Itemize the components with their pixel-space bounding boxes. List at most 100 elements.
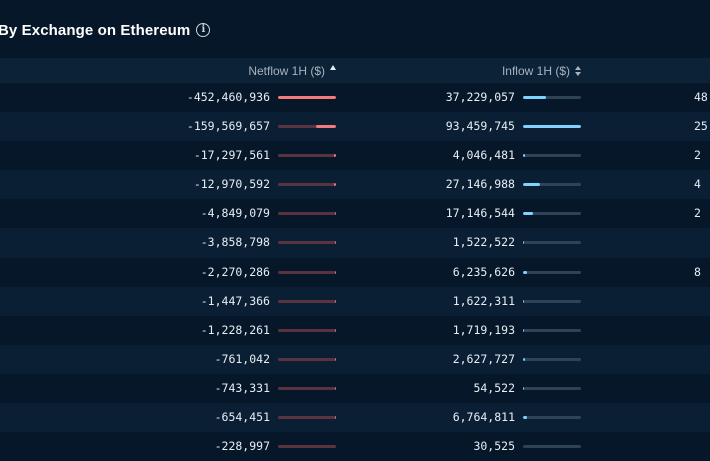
netflow-bar [278,386,336,390]
next-column-value: 2 [694,206,701,221]
inflow-bar-fill [523,328,525,332]
inflow-value: 93,459,745 [445,119,515,134]
column-header-inflow-label: Inflow 1H ($) [501,63,570,78]
inflow-bar-fill [523,154,526,158]
netflow-value: -17,297,561 [193,148,270,163]
netflow-bar [278,125,336,129]
next-column-value: 4 [694,177,701,192]
inflow-value: 27,146,988 [445,177,515,192]
netflow-bar-fill [334,299,336,303]
inflow-value: 6,235,626 [452,264,515,279]
inflow-value: 6,764,811 [452,410,515,425]
table-row[interactable]: -12,970,592 27,146,988 4 [0,170,710,200]
netflow-bar [278,154,336,158]
page-title: By Exchange on Ethereum [0,21,191,39]
inflow-bar-fill [523,357,525,361]
inflow-bar [523,125,581,129]
netflow-bar-fill [315,125,336,129]
table-row[interactable]: -1,447,366 1,622,311 [0,286,710,316]
inflow-value: 2,627,727 [452,351,515,366]
section-header: By Exchange on Ethereum i [0,0,710,58]
inflow-bar [523,154,581,158]
netflow-bar [278,445,336,449]
netflow-bar-fill [334,416,336,420]
netflow-value: -228,997 [214,439,270,454]
inflow-value: 1,522,522 [452,235,515,250]
netflow-bar-fill [334,270,336,274]
inflow-bar [523,241,581,245]
table-row[interactable]: -4,849,079 17,146,544 2 [0,199,710,228]
inflow-bar [523,328,581,332]
netflow-value: -452,460,936 [186,90,270,104]
netflow-bar-fill [278,96,336,99]
inflow-bar-fill [523,241,525,245]
inflow-bar [523,299,581,303]
table-row[interactable]: -2,270,286 6,235,626 8 [0,258,710,287]
netflow-value: -654,451 [214,410,270,425]
info-icon[interactable]: i [196,23,211,37]
table-row[interactable]: -17,297,561 4,046,481 2 [0,141,710,170]
netflow-value: -743,331 [214,380,270,395]
inflow-bar [523,96,581,99]
inflow-value: 4,046,481 [452,148,515,163]
column-header-netflow[interactable]: Netflow 1H ($) [248,58,336,83]
inflow-value: 17,146,544 [445,206,515,221]
column-header-netflow-label: Netflow 1H ($) [248,63,325,78]
netflow-bar [278,328,336,332]
netflow-bar-fill [334,183,336,187]
inflow-bar-fill [523,386,525,390]
sort-toggle-icon[interactable] [575,65,581,76]
netflow-value: -3,858,798 [200,235,270,250]
table-row[interactable]: -3,858,798 1,522,522 [0,228,710,258]
table-row[interactable]: -654,451 6,764,811 [0,403,710,433]
netflow-bar [278,212,336,216]
netflow-bar-fill [334,212,336,216]
inflow-bar-fill [523,212,534,216]
inflow-value: 37,229,057 [445,90,515,104]
netflow-value: -2,270,286 [200,264,270,279]
table-header: Netflow 1H ($) Inflow 1H ($) [0,58,710,83]
netflow-bar-fill [334,328,336,332]
netflow-value: -4,849,079 [200,206,270,221]
table-row[interactable]: -1,228,261 1,719,193 [0,316,710,345]
inflow-bar-fill [523,299,525,303]
inflow-bar [523,212,581,216]
sort-ascending-icon[interactable] [330,65,336,70]
inflow-value: 54,522 [473,380,515,395]
netflow-bar [278,416,336,420]
inflow-bar [523,357,581,361]
table-row[interactable]: -761,042 2,627,727 [0,344,710,374]
table-row[interactable]: -228,997 30,525 [0,432,710,461]
netflow-bar [278,96,336,99]
table-row[interactable]: -743,331 54,522 [0,374,710,403]
inflow-bar-fill [523,125,581,129]
inflow-bar [523,183,581,187]
netflow-bar [278,357,336,361]
column-header-inflow[interactable]: Inflow 1H ($) [502,58,581,83]
netflow-value: -1,447,366 [200,293,270,308]
table-row[interactable]: -452,460,936 37,229,057 48 [0,83,710,112]
next-column-value: 2 [694,148,701,163]
inflow-bar-fill [523,183,540,187]
netflow-bar-fill [334,357,336,361]
inflow-value: 30,525 [473,439,515,454]
netflow-value: -12,970,592 [193,177,270,192]
inflow-bar [523,270,581,274]
table-body: -452,460,936 37,229,057 48 -159,569,657 93,4… [0,83,710,461]
next-column-value: 25 [694,119,708,134]
inflow-bar [523,445,581,449]
netflow-value: -761,042 [214,351,270,366]
next-column-value: 48 [694,90,708,104]
inflow-value: 1,622,311 [452,293,515,308]
netflow-bar [278,241,336,245]
netflow-bar [278,270,336,274]
netflow-bar-fill [334,386,336,390]
netflow-value: -1,228,261 [200,322,270,337]
inflow-bar-fill [523,416,528,420]
netflow-bar [278,183,336,187]
inflow-bar [523,416,581,420]
inflow-value: 1,719,193 [452,322,515,337]
inflow-bar-fill [523,270,528,274]
table-row[interactable]: -159,569,657 93,459,745 25 [0,112,710,142]
netflow-value: -159,569,657 [186,119,270,134]
